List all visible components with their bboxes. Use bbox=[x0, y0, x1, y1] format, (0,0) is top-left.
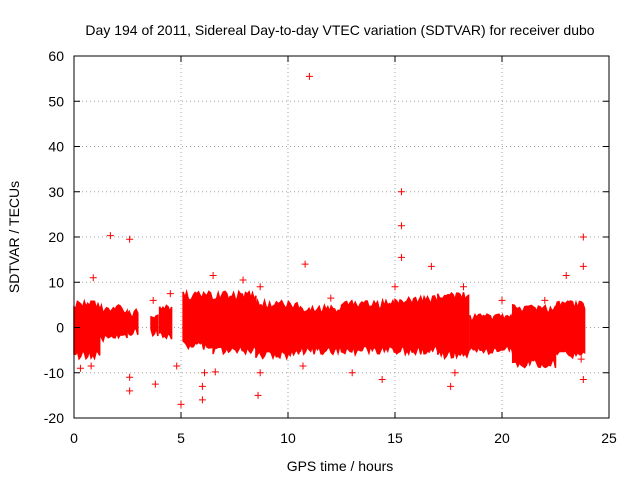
x-tick-label: 25 bbox=[601, 430, 617, 446]
data-point bbox=[126, 235, 134, 243]
data-point bbox=[577, 355, 585, 363]
data-point bbox=[198, 382, 206, 390]
data-point bbox=[562, 271, 570, 279]
data-point bbox=[87, 362, 95, 370]
data-point bbox=[459, 283, 467, 291]
data-point bbox=[201, 369, 209, 377]
y-tick-label: 10 bbox=[48, 274, 64, 290]
data-point bbox=[166, 290, 174, 298]
data-point bbox=[177, 400, 185, 408]
data-point bbox=[391, 283, 399, 291]
data-band bbox=[297, 303, 343, 356]
y-tick-label: 40 bbox=[48, 139, 64, 155]
data-point bbox=[301, 260, 309, 268]
data-band bbox=[255, 297, 300, 361]
data-point bbox=[151, 380, 159, 388]
data-point bbox=[126, 373, 134, 381]
data-band bbox=[554, 299, 586, 360]
data-point bbox=[498, 296, 506, 304]
y-axis-label: SDTVAR / TECUs bbox=[6, 181, 22, 293]
x-axis-label: GPS time / hours bbox=[287, 458, 394, 474]
data-point bbox=[348, 369, 356, 377]
data-point bbox=[451, 369, 459, 377]
data-point bbox=[256, 283, 264, 291]
data-band bbox=[150, 314, 159, 338]
data-point bbox=[305, 72, 313, 80]
data-point bbox=[126, 387, 134, 395]
data-point bbox=[299, 362, 307, 370]
data-point bbox=[579, 376, 587, 384]
y-tick-label: -10 bbox=[44, 365, 64, 381]
data-point bbox=[579, 233, 587, 241]
data-point bbox=[254, 391, 262, 399]
data-band bbox=[469, 313, 514, 356]
data-point bbox=[427, 262, 435, 270]
data-point bbox=[76, 364, 84, 372]
x-tick-label: 20 bbox=[494, 430, 510, 446]
x-tick-label: 10 bbox=[280, 430, 296, 446]
data-bands bbox=[73, 288, 586, 369]
chart-title: Day 194 of 2011, Sidereal Day-to-day VTE… bbox=[85, 22, 594, 38]
y-tick-label: 30 bbox=[48, 184, 64, 200]
x-tick-label: 0 bbox=[70, 430, 78, 446]
data-band bbox=[158, 304, 173, 340]
data-band bbox=[437, 291, 470, 360]
y-tick-label: 50 bbox=[48, 93, 64, 109]
data-point bbox=[198, 396, 206, 404]
data-point bbox=[327, 294, 335, 302]
data-point bbox=[106, 232, 114, 240]
data-band bbox=[394, 294, 439, 357]
x-tick-label: 5 bbox=[177, 430, 185, 446]
data-band bbox=[126, 307, 139, 336]
data-point bbox=[447, 382, 455, 390]
data-point bbox=[209, 271, 217, 279]
data-point bbox=[256, 369, 264, 377]
y-tick-label: -20 bbox=[44, 410, 64, 426]
data-band bbox=[212, 289, 257, 356]
data-band bbox=[511, 303, 557, 369]
data-point bbox=[89, 274, 97, 282]
y-tick-label: 20 bbox=[48, 229, 64, 245]
data-point bbox=[397, 188, 405, 196]
data-points bbox=[76, 72, 587, 408]
data-point bbox=[239, 276, 247, 284]
y-tick-label: 0 bbox=[56, 320, 64, 336]
data-band bbox=[98, 302, 128, 343]
axis-ticks: 0 5 10 15 20 25 -20 -10 0 10 20 30 40 50 60 bbox=[44, 48, 617, 446]
data-band bbox=[73, 298, 101, 361]
grid bbox=[74, 56, 609, 418]
data-point bbox=[397, 253, 405, 261]
data-band bbox=[340, 297, 396, 358]
data-point bbox=[541, 296, 549, 304]
data-point bbox=[579, 262, 587, 270]
data-point bbox=[397, 222, 405, 230]
data-point bbox=[173, 362, 181, 370]
data-band bbox=[182, 288, 213, 351]
data-point bbox=[149, 296, 157, 304]
data-point bbox=[211, 368, 219, 376]
data-point bbox=[378, 376, 386, 384]
y-tick-label: 60 bbox=[48, 48, 64, 64]
x-tick-label: 15 bbox=[387, 430, 403, 446]
